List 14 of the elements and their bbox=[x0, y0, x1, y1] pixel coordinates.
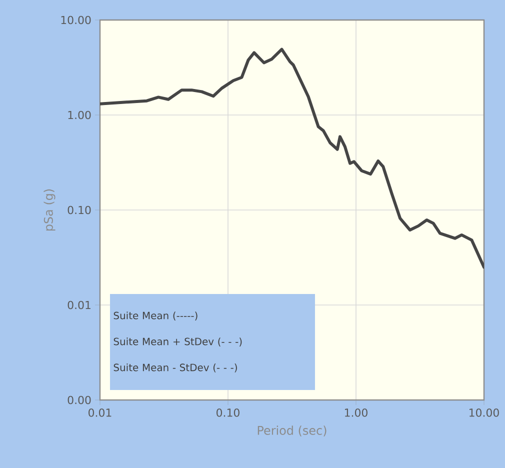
y-tick-label: 0.01 bbox=[68, 300, 90, 310]
y-tick-label: 0.00 bbox=[68, 396, 91, 404]
x-tick-label: 10.00 bbox=[470, 408, 499, 417]
annotation: Suite Mean + StDev (- - -) bbox=[114, 338, 242, 346]
x-tick-label: 1.00 bbox=[345, 408, 368, 417]
y-tick-label: 0.10 bbox=[68, 206, 91, 214]
annotation: Suite Mean (-----) bbox=[114, 312, 198, 320]
y-tick-label: 10.00 bbox=[61, 16, 91, 24]
x-tick-label: 0.01 bbox=[88, 408, 112, 417]
x-axis-title: Period (sec) bbox=[258, 426, 326, 436]
y-axis-title: pSa (g) bbox=[44, 189, 56, 231]
annotation: Suite Mean - StDev (- - -) bbox=[114, 364, 237, 372]
y-tick-label: 1.00 bbox=[68, 110, 91, 120]
x-tick-label: 0.10 bbox=[216, 408, 240, 417]
